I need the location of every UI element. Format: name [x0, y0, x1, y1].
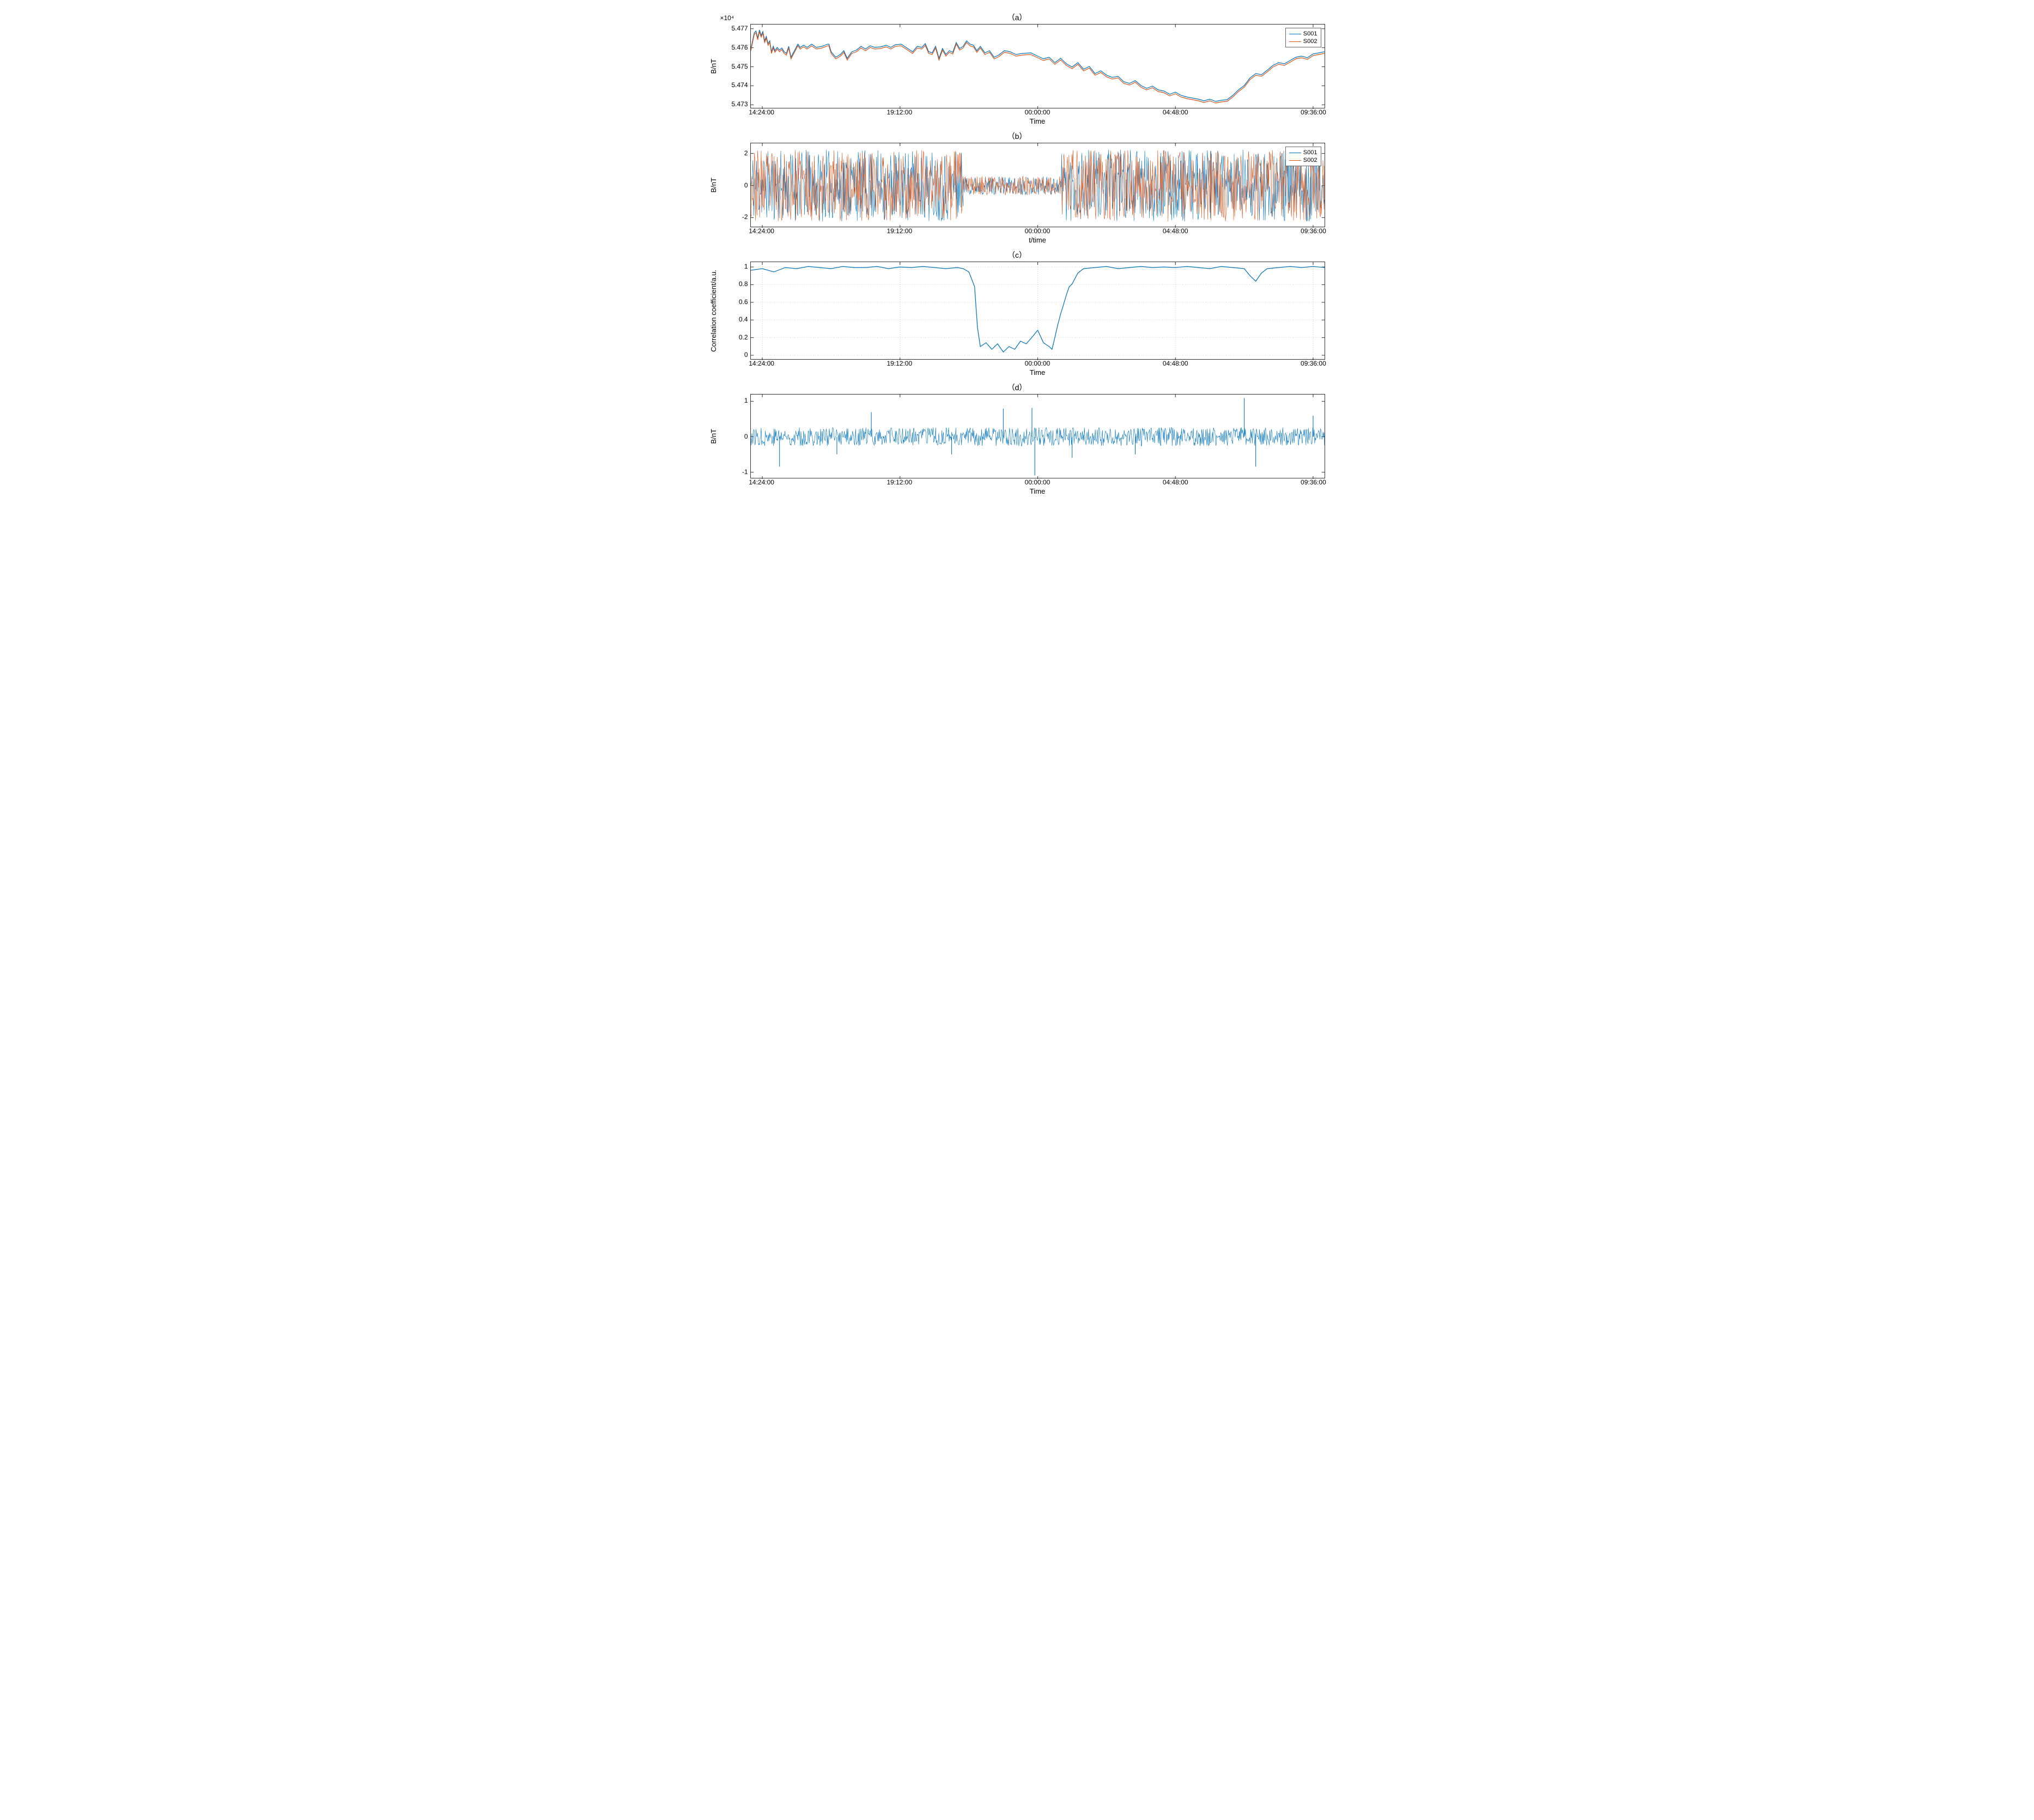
panel-a-plot: S001 S002 [750, 24, 1325, 108]
panel-a-xticks: 14:24:00 19:12:00 00:00:00 04:48:00 09:36:00 [750, 108, 1325, 117]
ytick-label: 0.4 [739, 316, 748, 323]
panel-d-xlabel: Time [750, 487, 1325, 495]
xtick-label: 14:24:00 [749, 478, 774, 486]
ytick-label: 0.6 [739, 298, 748, 306]
panel-a-title: （a） [709, 12, 1325, 23]
ytick-label: 0.8 [739, 280, 748, 288]
panel-b-xlabel: t/time [750, 236, 1325, 244]
panel-c-yticks: 1 0.8 0.6 0.4 0.2 0 [720, 262, 750, 360]
xtick-label: 09:36:00 [1301, 478, 1326, 486]
legend-a-s001: S001 [1303, 30, 1317, 38]
xtick-label: 00:00:00 [1025, 478, 1051, 486]
xtick-label: 14:24:00 [749, 108, 774, 116]
ytick-label: 2 [744, 149, 748, 157]
ytick-label: 0 [744, 351, 748, 359]
panel-d-yticks: 1 0 -1 [720, 394, 750, 478]
panel-c-xticks: 14:24:00 19:12:00 00:00:00 04:48:00 09:36:00 [750, 360, 1325, 368]
ytick-label: 0 [744, 181, 748, 189]
panel-a-yticks: ×10⁴ 5.4775.4765.4755.4745.473 [720, 24, 750, 108]
xtick-label: 04:48:00 [1163, 227, 1188, 235]
panel-c-xlabel: Time [750, 368, 1325, 377]
legend-b-s002: S002 [1303, 156, 1317, 164]
panel-b: （b） B/nT 2 0 -2 S001 S002 14:24:00 19:12:00… [709, 131, 1325, 244]
xtick-label: 19:12:00 [887, 108, 912, 116]
panel-b-plot: S001 S002 [750, 143, 1325, 227]
xtick-label: 09:36:00 [1301, 108, 1326, 116]
ytick-label: 5.477 [731, 25, 748, 32]
ytick-label: 1 [744, 397, 748, 404]
panel-a-legend: S001 S002 [1285, 28, 1321, 47]
panel-d-plot [750, 394, 1325, 478]
panel-b-ylabel: B/nT [709, 178, 720, 192]
panel-c-ylabel: Correlation coefficient/a.u. [709, 270, 720, 352]
ytick-label: -1 [742, 468, 748, 476]
xtick-label: 14:24:00 [749, 227, 774, 235]
ytick-label: 5.474 [731, 81, 748, 89]
panel-b-xticks: 14:24:00 19:12:00 00:00:00 04:48:00 09:36:00 [750, 227, 1325, 236]
panel-d: （d） B/nT 1 0 -1 14:24:00 19:12:00 00:00:00 04… [709, 382, 1325, 495]
panel-a: （a） B/nT ×10⁴ 5.4775.4765.4755.4745.473 … [709, 12, 1325, 125]
panel-c-title: （c） [709, 250, 1325, 260]
ytick-label: -2 [742, 213, 748, 221]
xtick-label: 04:48:00 [1163, 478, 1188, 486]
panel-b-title: （b） [709, 131, 1325, 142]
ytick-label: 0.2 [739, 333, 748, 341]
figure-container: （a） B/nT ×10⁴ 5.4775.4765.4755.4745.473 … [709, 12, 1325, 495]
panel-b-yticks: 2 0 -2 [720, 143, 750, 227]
ytick-label: 1 [744, 263, 748, 270]
legend-a-s002: S002 [1303, 38, 1317, 45]
xtick-label: 19:12:00 [887, 227, 912, 235]
panel-a-exponent: ×10⁴ [720, 14, 734, 22]
xtick-label: 00:00:00 [1025, 108, 1051, 116]
xtick-label: 00:00:00 [1025, 227, 1051, 235]
xtick-label: 14:24:00 [749, 360, 774, 367]
xtick-label: 04:48:00 [1163, 108, 1188, 116]
panel-d-title: （d） [709, 382, 1325, 393]
xtick-label: 19:12:00 [887, 478, 912, 486]
ytick-label: 0 [744, 433, 748, 440]
legend-b-s001: S001 [1303, 149, 1317, 156]
xtick-label: 00:00:00 [1025, 360, 1051, 367]
panel-a-ylabel: B/nT [709, 59, 720, 74]
xtick-label: 04:48:00 [1163, 360, 1188, 367]
panel-c-plot [750, 262, 1325, 360]
panel-b-legend: S001 S002 [1285, 147, 1321, 166]
ytick-label: 5.475 [731, 63, 748, 70]
panel-c: （c） Correlation coefficient/a.u. 1 0.8 0.6… [709, 250, 1325, 377]
xtick-label: 09:36:00 [1301, 360, 1326, 367]
ytick-label: 5.473 [731, 100, 748, 108]
ytick-label: 5.476 [731, 44, 748, 51]
panel-d-ylabel: B/nT [709, 429, 720, 444]
xtick-label: 19:12:00 [887, 360, 912, 367]
xtick-label: 09:36:00 [1301, 227, 1326, 235]
panel-a-xlabel: Time [750, 117, 1325, 125]
panel-d-xticks: 14:24:00 19:12:00 00:00:00 04:48:00 09:36:00 [750, 478, 1325, 487]
